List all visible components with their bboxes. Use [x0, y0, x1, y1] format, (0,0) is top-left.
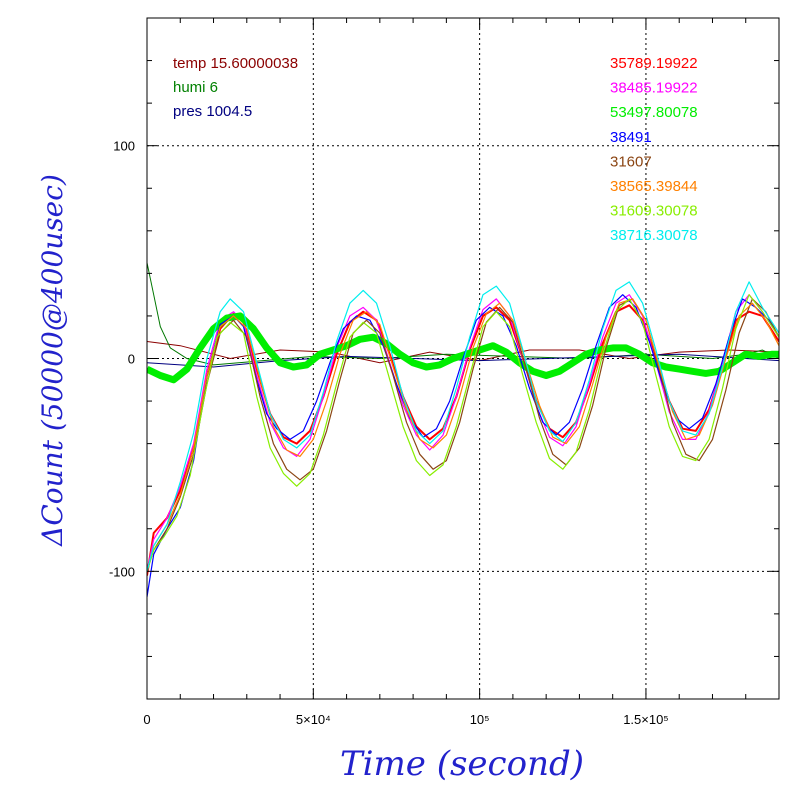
y-tick-label: -100	[109, 564, 135, 579]
env-legend-entry: humi 6	[173, 79, 218, 96]
series-legend-entry: 31609.30078	[610, 203, 698, 220]
series-lines	[147, 262, 779, 597]
env-legend-entry: temp 15.60000038	[173, 55, 298, 72]
series-legend-entry: 38485.19922	[610, 80, 698, 97]
series-legend-entry: 38565.39844	[610, 178, 698, 195]
series-legend-entry: 31607	[610, 153, 652, 170]
y-tick-label: 0	[128, 352, 135, 367]
series-legend-entry: 38491	[610, 129, 652, 146]
x-tick-label: 1.5×10⁵	[623, 712, 669, 727]
series-line-8	[147, 281, 779, 572]
plot-area	[147, 18, 779, 699]
env-line-pres	[147, 353, 779, 368]
series-line-7	[147, 294, 779, 572]
series-legend-entry: 35789.19922	[610, 55, 698, 72]
x-tick-label: 5×10⁴	[296, 712, 331, 727]
env-legend-entry: pres 1004.5	[173, 103, 252, 120]
legend: temp 15.60000038 humi 6 pres 1004.5 35789.1…	[173, 55, 698, 244]
series-line-6	[147, 298, 779, 572]
series-line-2	[147, 294, 779, 572]
axes: 0 5×10⁴ 10⁵ 1.5×10⁵ -100 0 100	[109, 17, 780, 727]
x-tick-label: 10⁵	[470, 712, 490, 727]
y-tick-label: 100	[113, 139, 135, 154]
series-line-5	[147, 298, 779, 572]
series-legend-entry: 38716.30078	[610, 227, 698, 244]
series-line-3	[147, 312, 779, 384]
series-line-1	[147, 304, 779, 576]
x-tick-label: 0	[143, 712, 150, 727]
x-axis-title: Time (second)	[340, 744, 584, 784]
y-axis-title: ΔCount (50000@400usec)	[36, 174, 69, 547]
series-line-4	[147, 294, 779, 597]
series-legend-entry: 53497.80078	[610, 104, 698, 121]
